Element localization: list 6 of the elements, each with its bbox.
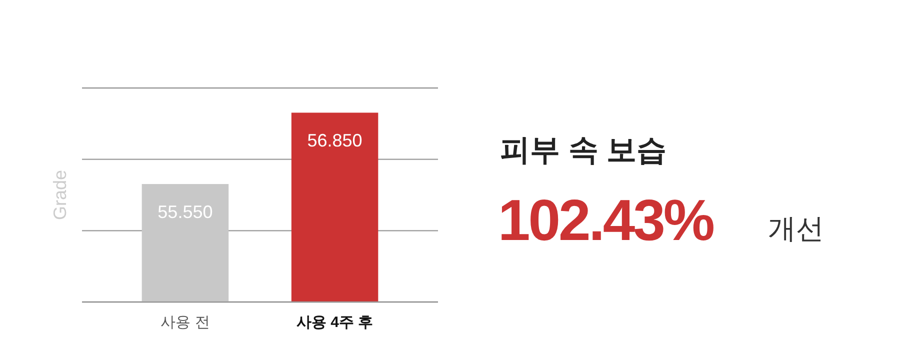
text: 개선 <box>768 213 824 244</box>
text: 피부 속 보습 <box>500 134 667 167</box>
text: 102.43% <box>498 188 714 253</box>
x-tick-label: 사용 4주 후 <box>296 314 374 331</box>
x-tick-label: 사용 전 <box>160 314 210 331</box>
data-label: 56.850 <box>307 130 362 151</box>
